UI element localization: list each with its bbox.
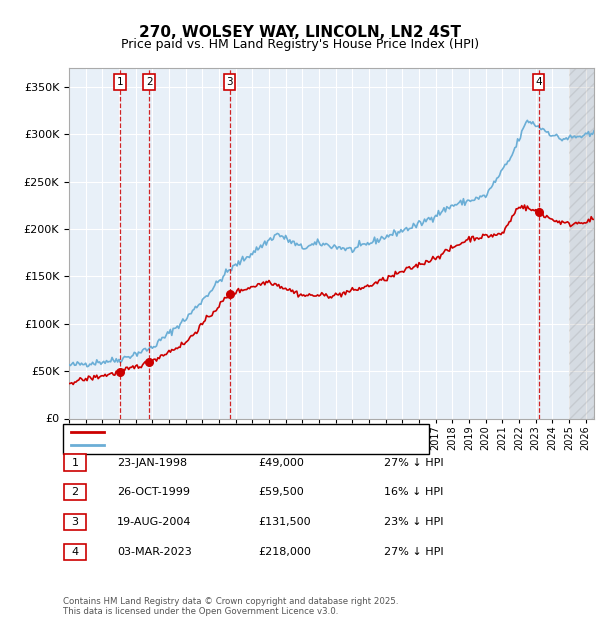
Text: 1: 1 [71, 458, 79, 467]
Text: 3: 3 [226, 77, 233, 87]
Text: 2: 2 [146, 77, 152, 87]
Text: 4: 4 [71, 547, 79, 557]
Text: 3: 3 [71, 517, 79, 527]
Text: 03-MAR-2023: 03-MAR-2023 [117, 547, 192, 557]
Text: 2: 2 [71, 487, 79, 497]
Text: 23% ↓ HPI: 23% ↓ HPI [384, 517, 443, 527]
Text: 4: 4 [535, 77, 542, 87]
Text: 270, WOLSEY WAY, LINCOLN, LN2 4ST (detached house): 270, WOLSEY WAY, LINCOLN, LN2 4ST (detac… [110, 427, 402, 437]
Text: 27% ↓ HPI: 27% ↓ HPI [384, 458, 443, 467]
Text: £218,000: £218,000 [258, 547, 311, 557]
Text: 16% ↓ HPI: 16% ↓ HPI [384, 487, 443, 497]
Text: This data is licensed under the Open Government Licence v3.0.: This data is licensed under the Open Gov… [63, 606, 338, 616]
Text: £131,500: £131,500 [258, 517, 311, 527]
Text: 26-OCT-1999: 26-OCT-1999 [117, 487, 190, 497]
Text: 19-AUG-2004: 19-AUG-2004 [117, 517, 191, 527]
Text: £49,000: £49,000 [258, 458, 304, 467]
Text: 27% ↓ HPI: 27% ↓ HPI [384, 547, 443, 557]
Bar [569, 68, 594, 418]
Text: £59,500: £59,500 [258, 487, 304, 497]
Text: 23-JAN-1998: 23-JAN-1998 [117, 458, 187, 467]
Text: 270, WOLSEY WAY, LINCOLN, LN2 4ST: 270, WOLSEY WAY, LINCOLN, LN2 4ST [139, 25, 461, 40]
Text: Price paid vs. HM Land Registry's House Price Index (HPI): Price paid vs. HM Land Registry's House … [121, 38, 479, 51]
Text: Contains HM Land Registry data © Crown copyright and database right 2025.: Contains HM Land Registry data © Crown c… [63, 597, 398, 606]
Text: 1: 1 [116, 77, 124, 87]
Text: HPI: Average price, detached house, Lincoln: HPI: Average price, detached house, Linc… [110, 440, 340, 450]
